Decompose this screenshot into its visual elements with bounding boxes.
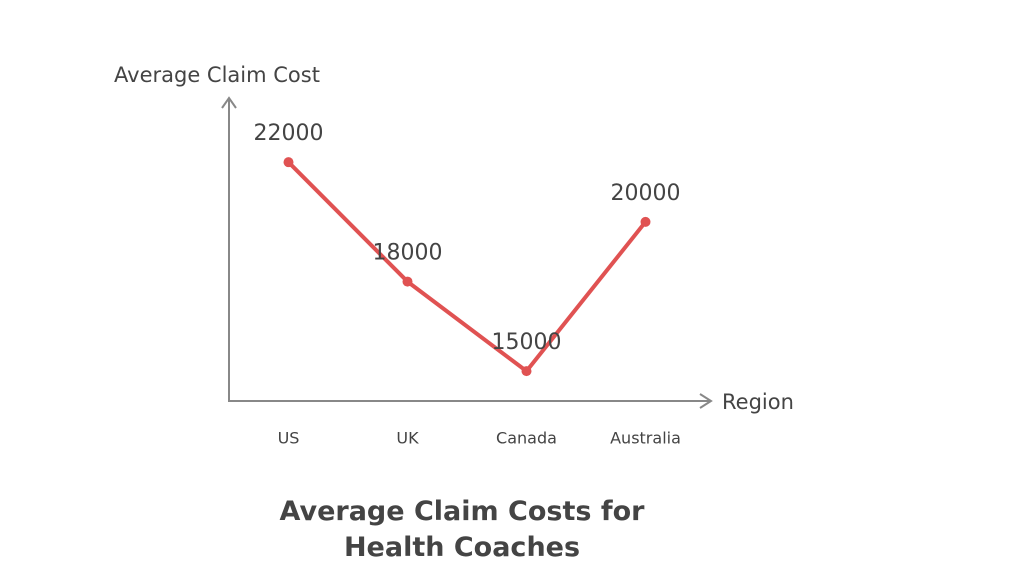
point bbox=[640, 216, 651, 227]
y-axis-label: Average Claim Cost bbox=[114, 63, 320, 87]
point bbox=[402, 276, 413, 287]
value-label: 15000 bbox=[492, 330, 562, 355]
x-tick-label: Australia bbox=[610, 429, 681, 448]
point bbox=[283, 157, 294, 168]
x-axis-label: Region bbox=[722, 390, 794, 414]
x-tick-label: UK bbox=[396, 429, 419, 448]
point bbox=[521, 366, 532, 377]
x-tick-label: US bbox=[278, 429, 300, 448]
value-label: 20000 bbox=[611, 181, 681, 206]
chart-title: Average Claim Costs for Health Coaches bbox=[280, 496, 646, 563]
value-label: 22000 bbox=[254, 121, 324, 146]
value-label: 18000 bbox=[373, 241, 443, 266]
x-tick-label: Canada bbox=[496, 429, 557, 448]
axes bbox=[221, 96, 713, 409]
line bbox=[287, 160, 648, 374]
